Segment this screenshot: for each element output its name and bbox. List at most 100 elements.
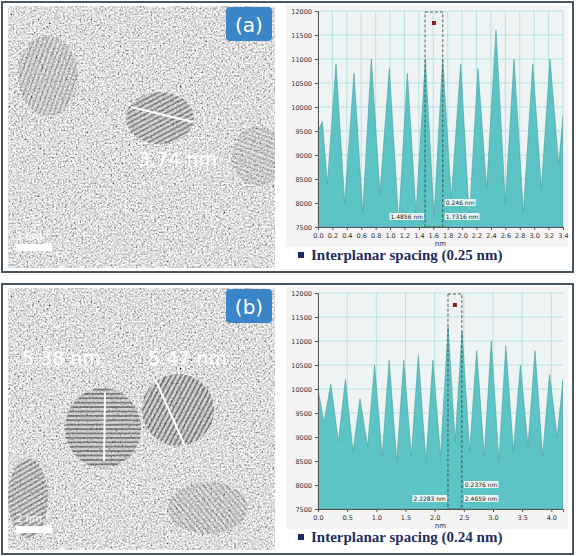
tick-label: 3.0 <box>488 514 498 522</box>
caption: Interplanar spacing (0.24 nm) <box>311 529 502 546</box>
tick-label: 9500 <box>295 410 312 418</box>
tick-label: 1.8 <box>443 232 453 240</box>
label-patch <box>464 481 499 488</box>
panel: 5.38 nm5.47 nm2 nm(b)0.2376 nm2.2283 nm2… <box>2 284 573 554</box>
tick-label: 1.5 <box>401 514 411 522</box>
tick: 7500 <box>295 506 318 514</box>
tick-label: 2.4 <box>486 232 496 240</box>
tick: 9500 <box>295 410 318 418</box>
label-patch <box>445 213 480 220</box>
profile-area <box>318 30 563 227</box>
tick-mark <box>315 155 318 156</box>
tick-label: 2.0 <box>430 514 440 522</box>
tick: 8500 <box>295 176 318 184</box>
panel-frame <box>2 2 573 272</box>
measure-marker <box>432 21 436 25</box>
tick-mark <box>404 227 405 230</box>
tick: 0.0 <box>313 509 323 522</box>
tick-mark <box>315 389 318 390</box>
tick-label: 3.4 <box>558 232 568 240</box>
tick-label: 0.4 <box>342 232 352 240</box>
tick-mark <box>315 437 318 438</box>
tick-mark <box>462 227 463 230</box>
tem-image <box>8 6 275 268</box>
tick-mark <box>390 227 391 230</box>
y-axis: 7500800085009000950010000105001100011500… <box>291 8 318 232</box>
tick: 2.0 <box>430 509 440 522</box>
measure-box <box>425 12 443 227</box>
grid-line <box>318 59 563 60</box>
tick: 1.5 <box>401 509 411 522</box>
tick-mark <box>315 413 318 414</box>
axis-line <box>315 294 319 510</box>
profile-area <box>318 327 563 509</box>
tick-mark <box>520 227 521 230</box>
tick-mark <box>406 509 407 512</box>
tick-mark <box>433 227 434 230</box>
tick-mark <box>347 509 348 512</box>
tick-mark <box>376 227 377 230</box>
tick: 8000 <box>295 482 318 490</box>
tick: 0.5 <box>342 509 352 522</box>
tick-label: 12000 <box>291 290 312 298</box>
tick: 12000 <box>291 290 318 298</box>
tem-background <box>8 6 275 268</box>
axis-line <box>319 510 564 513</box>
tick-label: 11500 <box>291 32 312 40</box>
nanoparticle <box>168 482 248 534</box>
tick-mark <box>315 509 318 510</box>
nanoparticle <box>18 36 78 116</box>
tick-label: 12000 <box>291 8 312 16</box>
tick-mark <box>315 203 318 204</box>
label-patch <box>412 495 447 502</box>
tick-label: 11500 <box>291 314 312 322</box>
panel-label-box <box>226 289 272 323</box>
measure-box <box>448 294 462 509</box>
tick: 11500 <box>291 314 318 322</box>
marks <box>318 294 563 509</box>
chart-background <box>286 5 568 247</box>
tick: 0.6 <box>357 227 367 240</box>
tick-label: 1.4 <box>414 232 424 240</box>
tick-label: 8500 <box>295 458 312 466</box>
tick-mark <box>505 227 506 230</box>
measure-labels: 0.246 nm1.4856 nm1.7316 nm <box>389 199 479 220</box>
measure-label: 0.246 nm <box>446 199 475 206</box>
tick: 10000 <box>291 386 318 394</box>
tick-mark <box>493 509 494 512</box>
nanoparticle <box>126 92 194 144</box>
measure-label: 2.4659 nm <box>465 495 498 502</box>
tick: 10000 <box>291 104 318 112</box>
measure-labels: 0.2376 nm2.2283 nm2.4659 nm <box>412 481 498 502</box>
tick-label: 0.8 <box>371 232 381 240</box>
tick-mark <box>376 509 377 512</box>
scale-bar-label: 2 nm <box>16 231 42 242</box>
measure-label: 0.2376 nm <box>465 481 498 488</box>
marks <box>318 12 563 227</box>
x-axis: 0.00.51.01.52.02.53.03.54.0 <box>313 509 563 522</box>
plot-background <box>318 11 563 227</box>
tick: 2.4 <box>486 227 496 240</box>
tick-mark <box>419 227 420 230</box>
tick: 0.4 <box>342 227 352 240</box>
label-patch <box>389 213 424 220</box>
tick-label: 3.5 <box>517 514 527 522</box>
scale-bar <box>16 526 52 533</box>
scale-bar <box>16 244 52 251</box>
tick: 0.0 <box>313 227 323 240</box>
tick: 10500 <box>291 362 318 370</box>
tick-label: 8000 <box>295 482 312 490</box>
grid-line <box>318 11 563 12</box>
plot-background <box>318 293 563 509</box>
tick-mark <box>315 341 318 342</box>
tick-label: 2.5 <box>459 514 469 522</box>
tick-label: 1.0 <box>385 232 395 240</box>
grid <box>318 11 563 227</box>
tick: 10500 <box>291 80 318 88</box>
tick-label: 10500 <box>291 80 312 88</box>
tick-mark <box>315 461 318 462</box>
panel-label: (b) <box>235 295 263 319</box>
tick-label: 9000 <box>295 434 312 442</box>
tick: 11000 <box>291 338 318 346</box>
panel-label-box <box>226 7 272 41</box>
